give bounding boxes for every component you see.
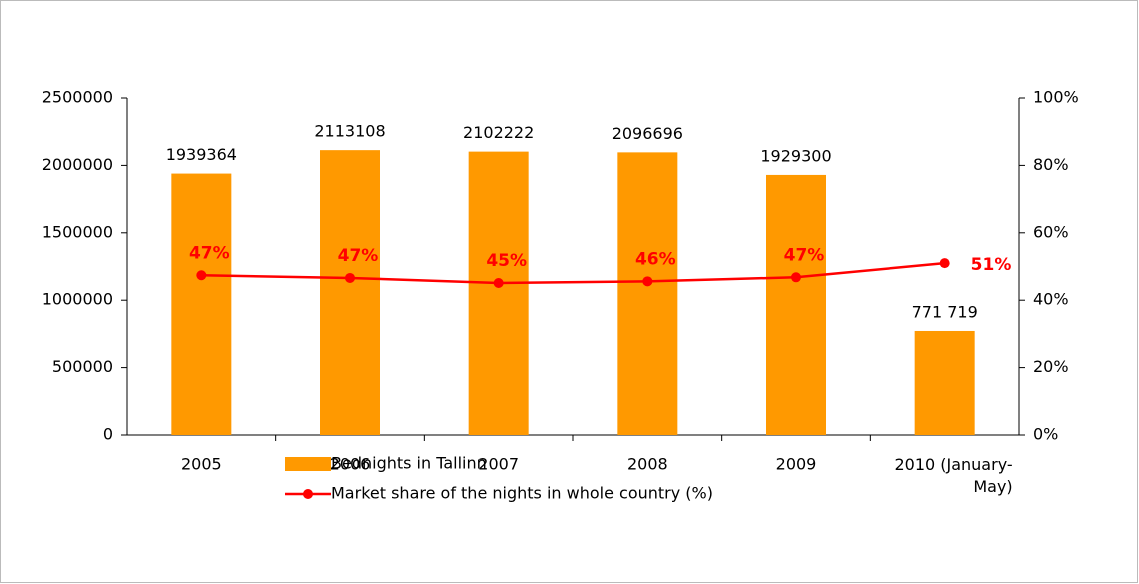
y-tick-label: 1500000 (42, 222, 113, 241)
bar (766, 174, 826, 435)
x-tick-label: 2005 (181, 455, 222, 474)
y2-tick-label: 60% (1033, 222, 1069, 241)
bar (914, 330, 975, 435)
line-value-label: 46% (635, 249, 676, 269)
bar (320, 150, 380, 435)
y-tick-label: 0 (103, 425, 113, 444)
line-value-label: 47% (189, 243, 230, 263)
y-tick-label: 2500000 (42, 88, 113, 107)
line (201, 261, 945, 285)
bar-value-label: 2096696 (612, 124, 683, 143)
line-value-label: 51% (971, 255, 1012, 275)
bar-value-label: 2102222 (463, 123, 534, 142)
x-tick-label: 2009 (776, 455, 817, 474)
bar (468, 151, 529, 435)
x-tick-label: 2008 (627, 455, 668, 474)
legend-label: Market share of the nights in whole coun… (331, 484, 713, 503)
bar-value-label: 1929300 (760, 146, 831, 165)
y-tick-label: 2000000 (42, 155, 113, 174)
line-marker (939, 258, 950, 269)
bar-value-label: 1939364 (166, 145, 237, 164)
bar (617, 152, 678, 436)
line-marker (345, 272, 355, 283)
legend-swatch (285, 457, 331, 471)
x-tick-label: 2010 (January-May) (894, 455, 1012, 496)
legend-marker (303, 489, 313, 499)
bar-value-label: 2113108 (314, 122, 385, 141)
x-tick-label: 2006 (330, 455, 371, 474)
y2-tick-label: 0% (1033, 425, 1058, 444)
bar-value-label: 771 719 (912, 302, 978, 321)
y-tick-label: 1000000 (42, 290, 113, 309)
y2-tick-label: 20% (1033, 357, 1069, 376)
legend-label: Bednights in Tallinn (331, 454, 487, 473)
y-tick-label: 500000 (52, 357, 113, 376)
line-marker (642, 276, 653, 287)
line-value-label: 47% (338, 246, 379, 266)
bar (171, 173, 232, 435)
y2-tick-label: 80% (1033, 155, 1069, 174)
line-marker (196, 270, 207, 281)
line-value-label: 45% (486, 251, 527, 271)
line-marker (493, 278, 504, 289)
y2-tick-label: 100% (1033, 88, 1079, 107)
y2-tick-label: 40% (1033, 290, 1069, 309)
line-value-label: 47% (784, 245, 825, 265)
x-tick-label: 2007 (478, 455, 519, 474)
line-marker (791, 272, 801, 283)
